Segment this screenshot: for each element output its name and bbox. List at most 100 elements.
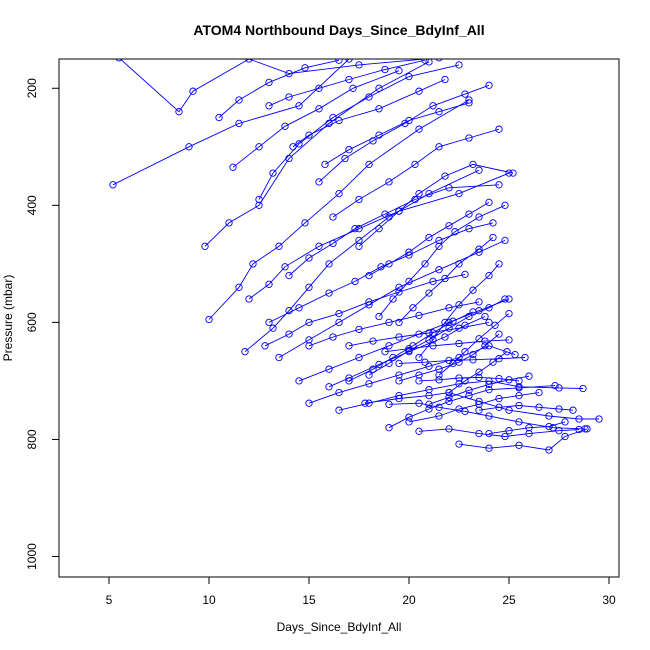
data-point: [425, 405, 433, 413]
data-point: [525, 429, 533, 438]
series-line: [324, 102, 470, 165]
data-point: [415, 189, 423, 198]
data-point: [365, 271, 373, 280]
series-line: [338, 380, 584, 411]
data-point: [289, 143, 297, 151]
x-tick-label: 25: [502, 593, 516, 607]
data-point: [245, 59, 253, 63]
profile-series: [295, 295, 513, 385]
data-point: [415, 371, 423, 379]
data-point: [265, 280, 273, 288]
data-point: [545, 446, 553, 454]
data-point: [465, 99, 473, 107]
data-point: [515, 391, 523, 400]
data-point: [575, 425, 583, 434]
data-point: [485, 380, 493, 389]
data-point: [421, 358, 429, 366]
data-point: [445, 388, 453, 397]
data-point: [405, 277, 413, 286]
series-line: [278, 239, 506, 358]
y-axis: 200 400 600 800 1000: [25, 78, 60, 570]
series-line: [248, 172, 510, 300]
data-point: [435, 371, 443, 379]
data-point: [545, 412, 553, 420]
data-point: [295, 140, 303, 148]
data-point: [435, 266, 443, 274]
data-point: [281, 263, 289, 271]
profile-series: [285, 181, 503, 280]
data-point: [445, 397, 453, 406]
data-point: [349, 84, 357, 92]
data-point: [451, 228, 459, 236]
data-point: [189, 87, 197, 95]
profile-series: [245, 169, 513, 303]
series-line: [408, 392, 540, 423]
data-point: [335, 189, 343, 198]
data-point: [235, 283, 243, 291]
data-point: [285, 69, 293, 78]
profile-series: [425, 372, 533, 408]
data-point: [485, 412, 493, 420]
data-point: [485, 271, 493, 280]
data-point: [351, 277, 359, 286]
profile-series: [109, 59, 353, 189]
data-point: [465, 210, 473, 218]
data-point: [525, 372, 533, 380]
x-tick-label: 30: [602, 593, 616, 607]
data-point: [515, 418, 523, 426]
data-point: [355, 325, 363, 334]
data-point: [595, 415, 603, 423]
profile-series: [201, 59, 433, 250]
data-point: [455, 61, 463, 69]
data-point: [435, 108, 443, 116]
data-point: [475, 429, 483, 438]
data-point: [305, 283, 313, 291]
data-point: [425, 400, 433, 408]
data-point: [425, 386, 433, 394]
data-point: [475, 406, 483, 414]
series-line: [458, 428, 588, 451]
data-point: [415, 87, 423, 95]
data-point: [361, 399, 369, 407]
data-point: [335, 309, 343, 318]
profile-series: [205, 96, 473, 324]
data-point: [429, 336, 437, 344]
data-point: [421, 260, 429, 268]
data-point: [455, 260, 463, 268]
data-point: [425, 329, 433, 337]
series-line: [398, 357, 526, 364]
data-point: [469, 160, 477, 169]
data-point: [485, 429, 493, 438]
data-point: [515, 384, 523, 392]
profile-series: [395, 330, 503, 385]
data-point: [205, 315, 213, 324]
data-point: [381, 210, 389, 218]
data-point: [489, 233, 497, 242]
data-point: [341, 154, 349, 163]
series-line: [112, 59, 350, 186]
data-point: [335, 388, 343, 397]
data-point: [461, 348, 469, 356]
data-point: [501, 432, 509, 441]
data-point: [395, 288, 403, 296]
data-point: [395, 67, 403, 75]
data-point: [475, 400, 483, 408]
data-point: [505, 427, 513, 435]
data-point: [269, 324, 277, 332]
profile-series: [329, 125, 503, 221]
y-axis-label: Pressure (mbar): [1, 275, 15, 362]
data-point: [525, 424, 533, 432]
profile-series: [265, 219, 497, 327]
data-point: [535, 403, 543, 411]
data-point: [435, 412, 443, 420]
data-point: [505, 406, 513, 414]
data-point: [265, 78, 273, 87]
data-point: [405, 413, 413, 421]
data-point: [405, 345, 413, 353]
series-line: [268, 222, 494, 323]
data-point: [405, 418, 413, 426]
data-point: [315, 178, 323, 186]
data-point: [385, 178, 393, 186]
data-point: [375, 312, 383, 321]
data-point: [455, 374, 463, 382]
